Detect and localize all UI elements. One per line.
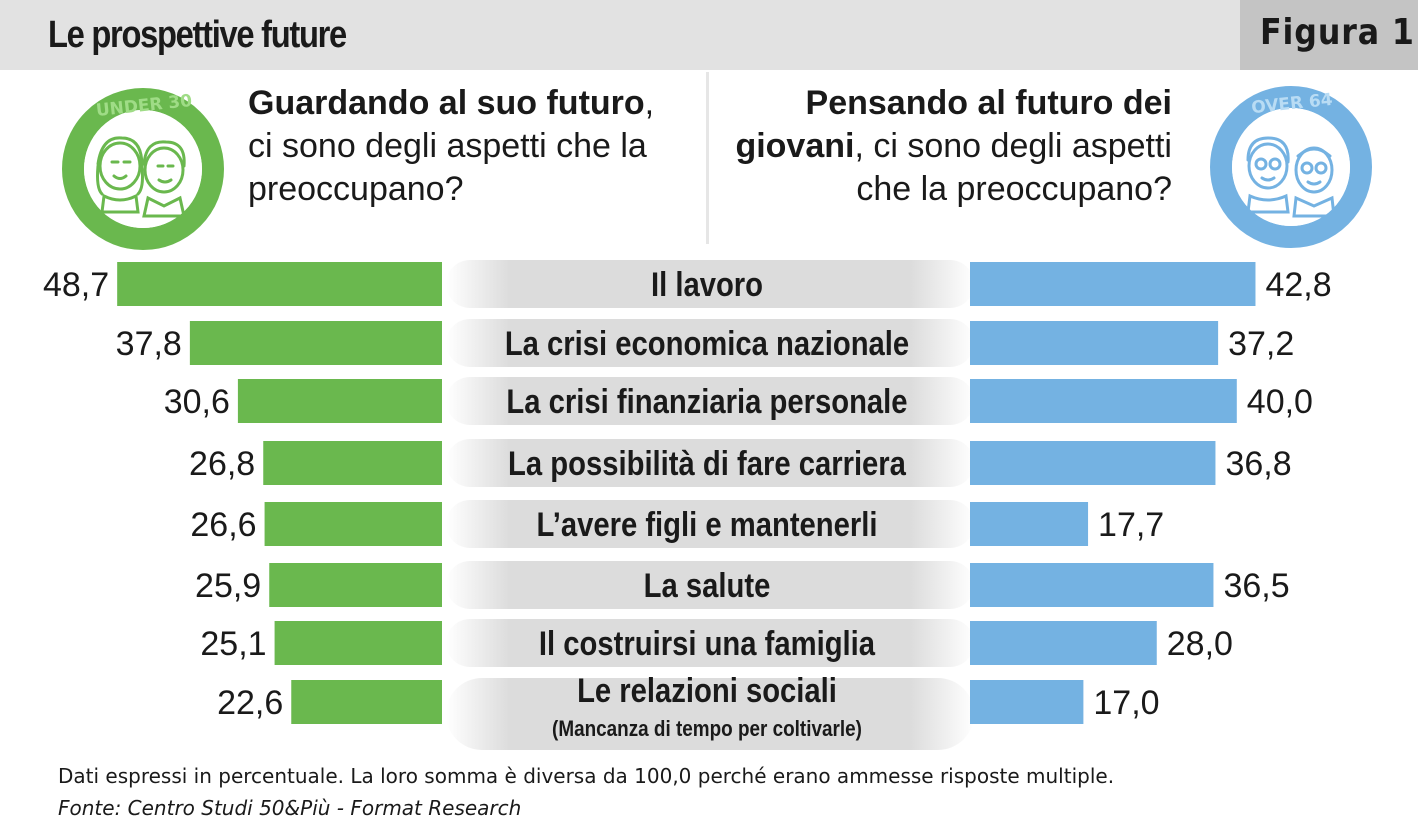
bar-over-64 <box>970 379 1237 423</box>
value-label-under-30: 22,6 <box>217 684 283 722</box>
category-label: La crisi economica nazionale <box>505 324 909 363</box>
value-label-under-30: 26,6 <box>190 506 256 544</box>
question-under-30-bold: Guardando al suo futuro <box>248 84 645 122</box>
category-label: Il costruirsi una famiglia <box>539 624 875 663</box>
value-label-over-64: 36,5 <box>1223 567 1289 605</box>
category-pill <box>446 619 974 667</box>
category-label: La crisi finanziaria personale <box>506 382 907 421</box>
value-label-under-30: 25,1 <box>200 625 266 663</box>
category-pill <box>446 377 974 425</box>
value-label-over-64: 37,2 <box>1228 325 1294 363</box>
bar-under-30 <box>263 441 442 485</box>
value-label-over-64: 36,8 <box>1225 445 1291 483</box>
category-label: La possibilità di fare carriera <box>508 444 906 483</box>
bar-over-64 <box>970 621 1157 665</box>
header-bar: Le prospettive future Figura 1 <box>0 0 1418 70</box>
bar-over-64 <box>970 441 1216 485</box>
question-under-30: Guardando al suo futuro, ci sono degli a… <box>248 82 688 211</box>
bar-over-64 <box>970 563 1214 607</box>
question-over-64-rest: , ci sono degli aspetti che la preoccupa… <box>854 127 1172 208</box>
category-pill <box>446 561 974 609</box>
column-divider <box>706 72 709 244</box>
value-label-over-64: 28,0 <box>1167 625 1233 663</box>
value-label-over-64: 40,0 <box>1247 383 1313 421</box>
footer-note: Dati espressi in percentuale. La loro so… <box>58 764 1115 788</box>
category-label: L’avere figli e mantenerli <box>536 505 877 544</box>
bar-under-30 <box>117 262 443 306</box>
value-label-under-30: 37,8 <box>116 325 182 363</box>
bar-under-30 <box>291 680 442 724</box>
under-30-badge: UNDER 30 <box>58 84 228 254</box>
bar-over-64 <box>970 502 1089 546</box>
bar-under-30 <box>264 502 442 546</box>
value-label-under-30: 48,7 <box>43 266 109 304</box>
value-label-over-64: 17,0 <box>1093 684 1159 722</box>
bar-under-30 <box>237 379 442 423</box>
value-label-over-64: 17,7 <box>1098 506 1164 544</box>
over-64-badge: OVER 64 <box>1206 82 1376 252</box>
bar-under-30 <box>189 321 442 365</box>
bar-over-64 <box>970 321 1219 365</box>
category-label: Le relazioni sociali <box>577 671 837 710</box>
figure-label: Figura 1 <box>1260 12 1415 53</box>
question-over-64-bold: Pensando al futuro dei giovani <box>735 84 1172 165</box>
figure-label-box: Figura 1 <box>1240 0 1418 70</box>
bar-over-64 <box>970 262 1256 306</box>
category-label: La salute <box>644 566 771 605</box>
value-label-under-30: 30,6 <box>164 383 230 421</box>
page-title: Le prospettive future <box>48 14 347 56</box>
question-over-64: Pensando al futuro dei giovani, ci sono … <box>720 82 1172 211</box>
category-label: Il lavoro <box>651 265 763 304</box>
category-pill <box>446 500 974 548</box>
category-pill <box>446 319 974 367</box>
value-label-over-64: 42,8 <box>1265 266 1331 304</box>
value-label-under-30: 25,9 <box>195 567 261 605</box>
bar-over-64 <box>970 680 1084 724</box>
category-pill <box>446 678 974 750</box>
bar-under-30 <box>269 563 442 607</box>
footer-source: Fonte: Centro Studi 50&Più - Format Rese… <box>58 796 522 820</box>
category-pill <box>446 439 974 487</box>
value-label-under-30: 26,8 <box>189 445 255 483</box>
question-under-30-rest: , ci sono degli aspetti che la preoccupa… <box>248 84 655 208</box>
category-note: (Mancanza di tempo per coltivarle) <box>552 717 862 742</box>
bar-under-30 <box>274 621 442 665</box>
category-pill <box>446 260 974 308</box>
